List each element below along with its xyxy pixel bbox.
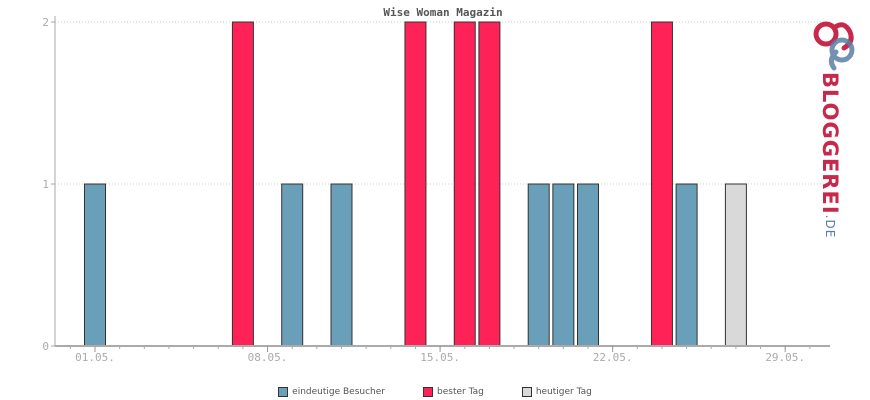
- axes: 0 1 2 01.05. 08.05. 15.05. 22.05. 29.05.: [42, 16, 830, 364]
- legend-swatch: [521, 387, 532, 397]
- bar: [650, 21, 673, 347]
- bar-series: [84, 21, 747, 347]
- legend-swatch: [423, 387, 433, 397]
- bar: [577, 183, 599, 347]
- x-tick-label: 01.05.: [75, 351, 115, 364]
- bar: [478, 21, 501, 347]
- x-tick-label: 15.05.: [420, 351, 460, 364]
- bar: [84, 183, 106, 347]
- bar: [231, 21, 254, 347]
- bloggerei-logo-text: BLOGGEREI.DE: [818, 72, 842, 238]
- x-tick-label: 29.05.: [765, 351, 805, 364]
- grid-lines: [55, 21, 830, 185]
- chart-title: Wise Woman Magazin: [383, 6, 502, 19]
- legend-label: heutiger Tag: [535, 387, 592, 397]
- y-tick-label: 1: [42, 178, 49, 191]
- x-tick-label: 08.05.: [248, 351, 288, 364]
- bar: [404, 21, 427, 347]
- bar: [675, 183, 698, 347]
- x-tick-label: 22.05.: [593, 351, 633, 364]
- bar: [527, 183, 550, 347]
- y-tick-label: 0: [42, 340, 49, 353]
- bloggerei-logo-icon: [813, 21, 855, 71]
- bar: [281, 183, 304, 347]
- legend-swatch: [278, 387, 289, 397]
- legend-label: eindeutige Besucher: [292, 387, 385, 397]
- legend-item: eindeutige Besucher: [278, 385, 385, 399]
- bar: [724, 183, 747, 347]
- logo-suffix-text: .DE: [823, 214, 837, 239]
- bar: [330, 183, 353, 347]
- legend-item: heutiger Tag: [521, 385, 592, 399]
- bar: [552, 183, 575, 347]
- y-tick-label: 2: [42, 16, 49, 29]
- legend-label: bester Tag: [437, 387, 484, 397]
- bar: [453, 21, 476, 347]
- legend: eindeutige Besucher bester Tag heutiger Ta…: [0, 385, 870, 399]
- legend-item: bester Tag: [423, 385, 484, 399]
- logo-main-text: BLOGGEREI: [818, 72, 842, 215]
